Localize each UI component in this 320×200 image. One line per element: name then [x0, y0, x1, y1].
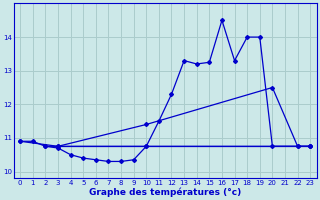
X-axis label: Graphe des températures (°c): Graphe des températures (°c)	[89, 187, 241, 197]
